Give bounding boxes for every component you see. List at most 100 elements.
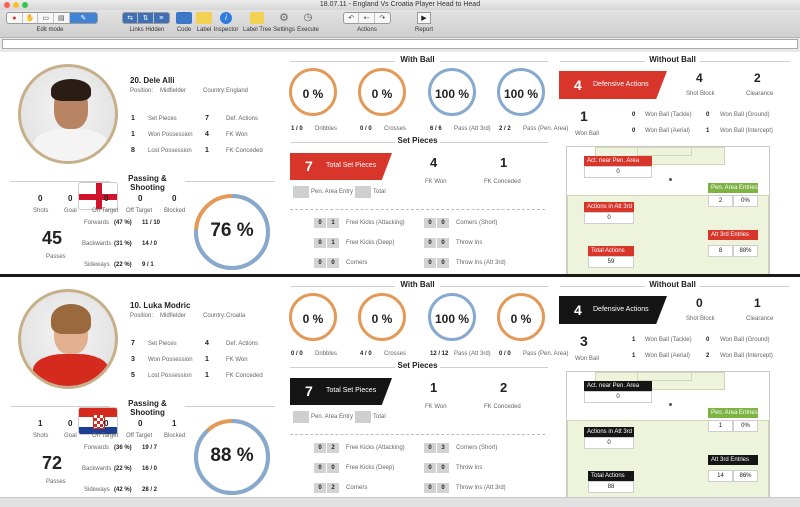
report-icon[interactable]: ▶ <box>417 12 431 24</box>
set-piece-count: 0 <box>424 218 436 228</box>
blocked-value: 1 <box>172 419 177 428</box>
label-icon[interactable] <box>196 12 212 24</box>
with-ball-ring <box>497 293 545 341</box>
execute-icon[interactable]: ◷ <box>303 12 313 23</box>
undo-icon[interactable]: ↶ <box>344 13 360 23</box>
code-icon[interactable] <box>176 12 192 24</box>
set-piece-count: 0 <box>424 463 436 473</box>
passes-label: Passes <box>46 479 66 485</box>
with-ball-label: Pass (Pen. Area) <box>523 351 569 357</box>
clearance-label: Clearance <box>746 91 774 97</box>
att3-entries-tag: Att 3rd Entries <box>708 455 758 465</box>
defensive-actions-box: 4 Defensive Actions <box>559 71 667 99</box>
formula-bar[interactable] <box>2 39 798 49</box>
divider <box>290 367 395 368</box>
dashed-divider <box>290 434 545 435</box>
pen-area-entries-value: 1 <box>708 420 733 432</box>
won-ball-tackle-value: 0 <box>632 112 636 118</box>
passing-shooting-heading: Passing & Shooting <box>128 399 167 417</box>
lost-possession-value: 8 <box>131 147 135 154</box>
fk-won-value: 4 <box>205 131 209 138</box>
att3-entries-pct: 88% <box>733 245 758 257</box>
redo-icon[interactable]: ↷ <box>379 15 386 22</box>
with-ball-count: 0 / 0 <box>360 126 372 132</box>
won-ball-ground-label: Won Ball (Ground) <box>720 112 770 118</box>
lost-possession-label: Lost Possession <box>148 373 192 379</box>
without-ball-heading: Without Ball <box>649 55 696 64</box>
pen-area-entries-pct: 0% <box>733 195 758 207</box>
gauge-fill <box>194 194 270 270</box>
goal-value: 0 <box>68 194 73 203</box>
set-piece-count: 3 <box>437 443 449 453</box>
clearance-label: Clearance <box>746 316 774 322</box>
actions-label: Actions <box>357 27 377 33</box>
shots-value: 0 <box>38 194 43 203</box>
edit-icon[interactable]: ✎ <box>69 13 97 23</box>
passes-label: Passes <box>46 254 66 260</box>
backwards-pct: (31 %) <box>114 241 132 247</box>
on-target-label: On Target <box>92 208 119 214</box>
player-panel-2: 10. Luka Modric Position: Midfielder Cou… <box>0 277 800 497</box>
fk-conceded-value: 1 <box>205 147 209 154</box>
sideways-label: Sideways <box>84 487 110 493</box>
goal-label: Goal <box>64 208 77 214</box>
link-icon[interactable]: ⇆ <box>123 13 139 23</box>
link-split-icon[interactable]: ⇅ <box>138 13 154 23</box>
title-bar: 18.07.11 - England Vs Croatia Player Hea… <box>0 0 800 10</box>
won-ball-aerial-value: 1 <box>632 353 636 359</box>
with-ball-pct: 0 % <box>371 312 393 326</box>
sp-fk-won-value: 1 <box>430 380 438 395</box>
report-label: Report <box>414 27 433 33</box>
minimize-window-button[interactable] <box>13 2 19 8</box>
goal-label: Goal <box>64 433 77 439</box>
on-target-value: 0 <box>104 194 109 203</box>
set-piece-count: 1 <box>327 218 339 228</box>
inspector-icon[interactable]: i <box>220 12 232 24</box>
record-icon[interactable]: ● <box>7 13 23 23</box>
set-piece-count: 0 <box>314 463 326 473</box>
layers-icon[interactable]: ▤ <box>54 13 70 23</box>
defensive-actions-value: 4 <box>574 77 582 93</box>
clearance-value: 2 <box>754 71 761 85</box>
with-ball-label: Crosses <box>384 126 407 132</box>
sp-fk-won-label: FK Won <box>425 404 447 410</box>
without-ball-heading: Without Ball <box>649 280 696 289</box>
pen-area-entries-label: Pen. Area Entries <box>708 183 758 193</box>
with-ball-pct: 100 % <box>434 312 470 326</box>
country-value: Croatia <box>226 313 246 319</box>
won-ball-tackle-label: Won Ball (Tackle) <box>645 112 692 118</box>
shots-value: 1 <box>38 419 43 428</box>
won-ball-intercept-value: 2 <box>706 353 710 359</box>
with-ball-pct: 0 % <box>371 87 393 101</box>
clearance-value: 1 <box>754 296 761 310</box>
won-ball-intercept-label: Won Ball (Intercept) <box>720 128 773 134</box>
set-piece-count: 0 <box>314 443 326 453</box>
back-icon[interactable]: ⇠ <box>359 13 375 23</box>
zoom-window-button[interactable] <box>22 2 28 8</box>
label-tree-icon[interactable] <box>250 12 264 24</box>
player-shirt <box>33 129 109 161</box>
blocked-label: Blocked <box>164 433 186 439</box>
player-photo <box>18 64 118 164</box>
code-label: Code <box>176 27 192 33</box>
att3-entries-value: 14 <box>708 470 733 482</box>
with-ball-pct: 0 % <box>302 87 324 101</box>
pen-area-entries-label: Pen. Area Entries <box>708 408 758 418</box>
with-ball-count: 0 / 0 <box>291 351 303 357</box>
won-ball-tackle-label: Won Ball (Tackle) <box>645 337 692 343</box>
gear-icon[interactable]: ⚙ <box>279 12 289 24</box>
sideways-label: Sideways <box>84 262 110 268</box>
window-icon[interactable]: ▭ <box>38 13 54 23</box>
divider <box>560 61 645 62</box>
total-set-pieces-value: 7 <box>305 158 313 174</box>
set-piece-count: 0 <box>314 218 326 228</box>
fk-conceded-label: FK Conceded <box>226 148 263 154</box>
with-ball-label: Pass (Att 3rd) <box>454 126 491 132</box>
shot-block-value: 0 <box>696 296 703 310</box>
link-hide-icon[interactable]: ≡ <box>159 15 164 22</box>
hand-icon[interactable]: ✋ <box>23 13 39 23</box>
close-window-button[interactable] <box>4 2 10 8</box>
sp-fk-conceded-value: 1 <box>500 155 508 170</box>
def-actions-label: Def. Actions <box>226 116 259 122</box>
divider <box>290 286 395 287</box>
